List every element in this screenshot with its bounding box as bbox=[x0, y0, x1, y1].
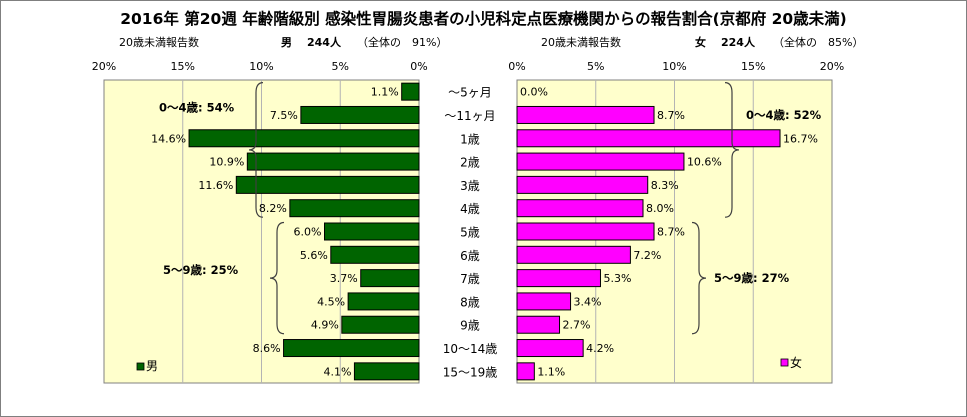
female-data-label: 1.1% bbox=[537, 365, 565, 378]
male-data-label: 6.0% bbox=[294, 226, 322, 239]
male-bar bbox=[235, 175, 420, 194]
female-bar bbox=[516, 269, 601, 288]
male-bar bbox=[401, 82, 420, 101]
female-legend-swatch bbox=[780, 358, 789, 367]
male-bar bbox=[283, 339, 420, 358]
male-data-label: 3.7% bbox=[330, 272, 358, 285]
female-x-tick-label: 10% bbox=[662, 60, 686, 73]
female-bar bbox=[516, 339, 584, 358]
female-bar bbox=[516, 199, 644, 218]
male-bar bbox=[188, 129, 420, 148]
female-5-9-annotation: 5～9歳: 27% bbox=[714, 271, 790, 285]
age-category-label: 8歳 bbox=[460, 295, 480, 309]
female-count-label: 20歳未満報告数 bbox=[541, 36, 621, 49]
male-count-label: 20歳未満報告数 bbox=[119, 36, 199, 49]
male-x-tick-label: 15% bbox=[171, 60, 195, 73]
age-category-label: 15～19歳 bbox=[443, 365, 498, 379]
female-bar bbox=[516, 175, 649, 194]
female-data-label: 3.4% bbox=[574, 295, 602, 308]
female-data-label: 8.3% bbox=[651, 179, 679, 192]
male-sex-label: 男 bbox=[281, 36, 292, 49]
female-share-note: （全体の 85%） bbox=[773, 36, 864, 49]
male-5-9-annotation: 5～9歳: 25% bbox=[163, 263, 239, 277]
male-x-tick-label: 5% bbox=[332, 60, 349, 73]
female-bar bbox=[516, 129, 781, 148]
male-legend-swatch bbox=[136, 362, 145, 371]
age-category-label: 4歳 bbox=[460, 202, 480, 216]
female-bar bbox=[516, 362, 535, 381]
male-legend-label: 男 bbox=[146, 359, 158, 373]
male-data-label: 8.2% bbox=[259, 202, 287, 215]
female-data-label: 4.2% bbox=[586, 342, 614, 355]
age-category-label: 10～14歳 bbox=[443, 342, 498, 356]
age-category-label: 7歳 bbox=[460, 272, 480, 286]
female-count: 224人 bbox=[721, 36, 755, 49]
male-bar bbox=[341, 315, 420, 334]
female-data-label: 8.7% bbox=[657, 109, 685, 122]
age-category-label: 5歳 bbox=[460, 226, 480, 240]
age-category-label: ～5ヶ月 bbox=[448, 86, 492, 100]
female-data-label: 8.0% bbox=[646, 202, 674, 215]
age-category-label: 1歳 bbox=[460, 132, 480, 146]
male-5-9-brace bbox=[269, 221, 285, 335]
age-category-label: ～11ヶ月 bbox=[444, 109, 495, 123]
female-bar bbox=[516, 292, 572, 311]
male-data-label: 4.1% bbox=[323, 365, 351, 378]
male-share-note: （全体の 91%） bbox=[357, 36, 448, 49]
age-category-label: 3歳 bbox=[460, 179, 480, 193]
male-data-label: 4.5% bbox=[317, 295, 345, 308]
age-category-label: 6歳 bbox=[460, 249, 480, 263]
female-bar bbox=[516, 315, 561, 334]
male-bar bbox=[360, 269, 420, 288]
male-data-label: 14.6% bbox=[151, 132, 186, 145]
female-data-label: 10.6% bbox=[687, 156, 722, 169]
male-data-label: 5.6% bbox=[300, 249, 328, 262]
male-data-label: 1.1% bbox=[371, 86, 399, 99]
male-0-4-brace bbox=[248, 82, 264, 218]
male-bar bbox=[330, 245, 420, 264]
male-x-tick-label: 0% bbox=[410, 60, 427, 73]
female-0-4-brace bbox=[724, 82, 740, 218]
male-data-label: 8.6% bbox=[253, 342, 281, 355]
female-bar bbox=[516, 245, 631, 264]
female-data-label: 7.2% bbox=[633, 249, 661, 262]
female-bar bbox=[516, 105, 655, 124]
male-bar bbox=[246, 152, 420, 171]
male-bar bbox=[324, 222, 420, 241]
male-data-label: 7.5% bbox=[270, 109, 298, 122]
female-sex-label: 女 bbox=[695, 36, 706, 49]
male-data-label: 10.9% bbox=[209, 156, 244, 169]
female-data-label: 16.7% bbox=[783, 132, 818, 145]
chart-title: 2016年 第20週 年齢階級別 感染性胃腸炎患者の小児科定点医療機関からの報告… bbox=[120, 10, 847, 28]
female-bar bbox=[516, 152, 685, 171]
male-bar bbox=[300, 105, 420, 124]
female-x-tick-label: 0% bbox=[508, 60, 525, 73]
male-x-tick-label: 20% bbox=[92, 60, 116, 73]
male-bar bbox=[347, 292, 420, 311]
female-data-label: 0.0% bbox=[520, 86, 548, 99]
male-bar bbox=[289, 199, 420, 218]
male-x-tick-label: 10% bbox=[249, 60, 273, 73]
male-data-label: 11.6% bbox=[198, 179, 233, 192]
female-legend-label: 女 bbox=[790, 355, 802, 370]
female-data-label: 2.7% bbox=[563, 319, 591, 332]
female-data-label: 5.3% bbox=[603, 272, 631, 285]
female-x-tick-label: 5% bbox=[587, 60, 604, 73]
age-category-label: 2歳 bbox=[460, 156, 480, 170]
female-data-label: 8.7% bbox=[657, 226, 685, 239]
female-0-4-annotation: 0～4歳: 52% bbox=[746, 108, 822, 122]
female-x-tick-label: 20% bbox=[820, 60, 844, 73]
female-bar bbox=[516, 222, 655, 241]
male-count: 244人 bbox=[307, 36, 341, 49]
male-data-label: 4.9% bbox=[311, 319, 339, 332]
male-0-4-annotation: 0～4歳: 54% bbox=[159, 101, 235, 115]
female-5-9-brace bbox=[691, 221, 707, 335]
male-bar bbox=[353, 362, 420, 381]
female-x-tick-label: 15% bbox=[741, 60, 765, 73]
age-category-label: 9歳 bbox=[460, 319, 480, 333]
